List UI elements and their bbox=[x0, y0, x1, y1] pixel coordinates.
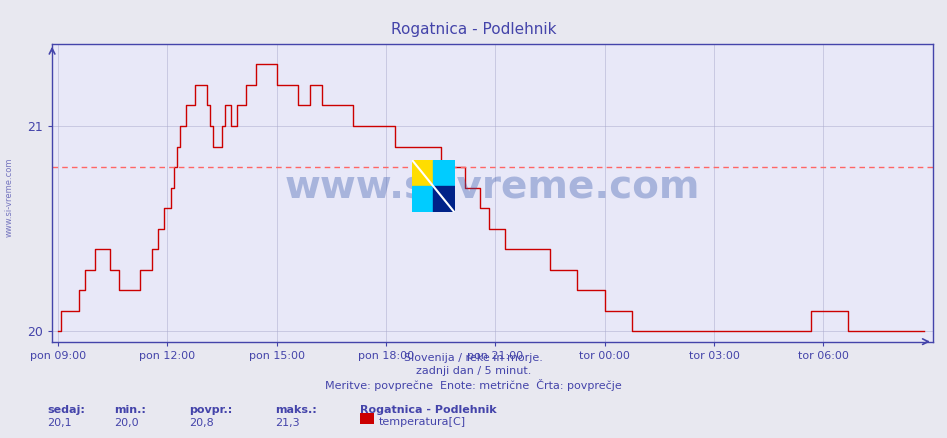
Text: 21,3: 21,3 bbox=[275, 418, 299, 428]
Text: www.si-vreme.com: www.si-vreme.com bbox=[5, 157, 14, 237]
Bar bbox=[412, 160, 434, 186]
Text: Rogatnica - Podlehnik: Rogatnica - Podlehnik bbox=[391, 22, 556, 37]
Bar bbox=[412, 186, 434, 212]
Text: povpr.:: povpr.: bbox=[189, 405, 233, 415]
Text: Rogatnica - Podlehnik: Rogatnica - Podlehnik bbox=[360, 405, 496, 415]
Text: 20,8: 20,8 bbox=[189, 418, 214, 428]
Text: 20,1: 20,1 bbox=[47, 418, 72, 428]
Text: maks.:: maks.: bbox=[275, 405, 316, 415]
Text: Slovenija / reke in morje.: Slovenija / reke in morje. bbox=[404, 353, 543, 363]
Text: min.:: min.: bbox=[114, 405, 146, 415]
Bar bbox=[434, 160, 455, 186]
Bar bbox=[434, 186, 455, 212]
Text: 20,0: 20,0 bbox=[114, 418, 138, 428]
Text: www.si-vreme.com: www.si-vreme.com bbox=[285, 168, 700, 206]
Text: sedaj:: sedaj: bbox=[47, 405, 85, 415]
Text: zadnji dan / 5 minut.: zadnji dan / 5 minut. bbox=[416, 366, 531, 376]
Text: Meritve: povprečne  Enote: metrične  Črta: povprečje: Meritve: povprečne Enote: metrične Črta:… bbox=[325, 379, 622, 391]
Text: temperatura[C]: temperatura[C] bbox=[379, 417, 466, 427]
